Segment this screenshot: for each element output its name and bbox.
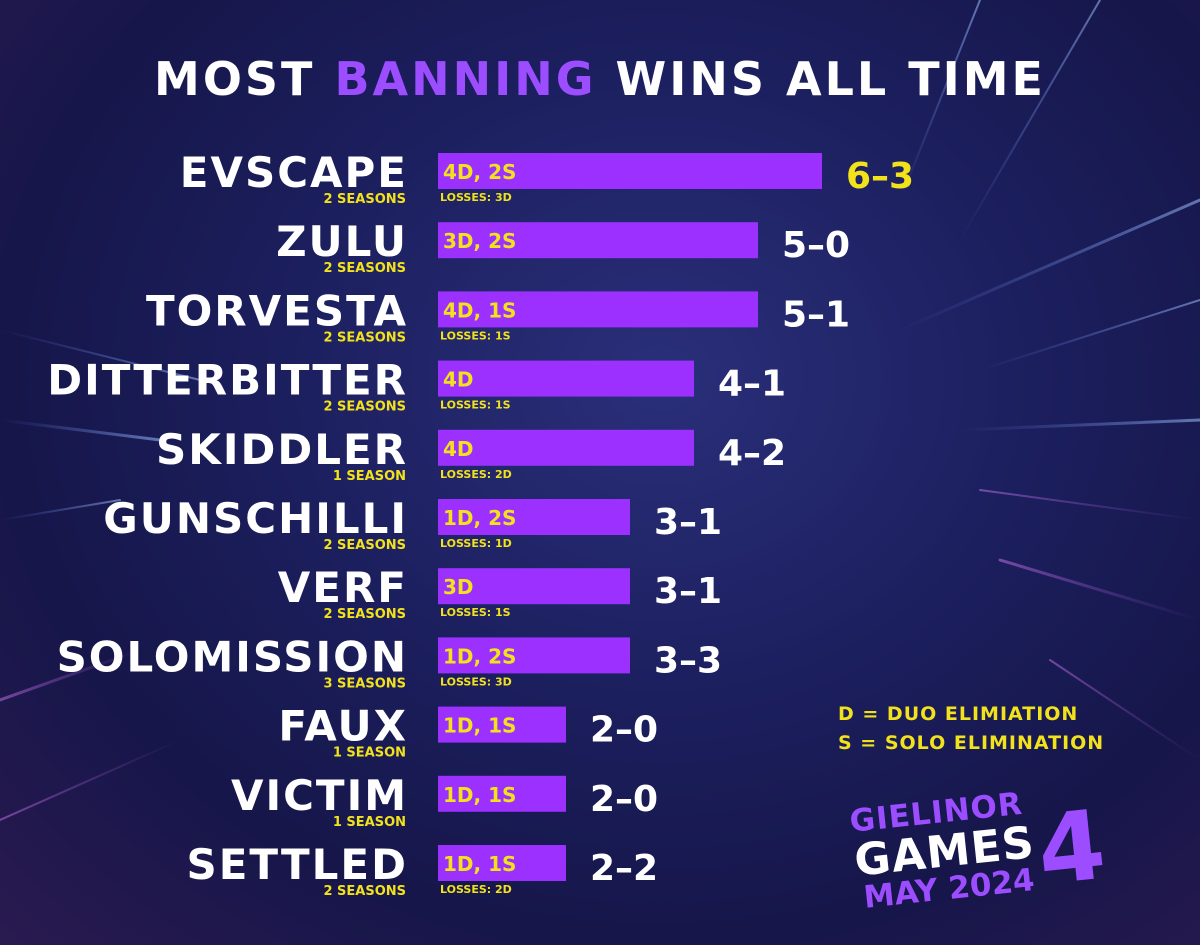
bar: [438, 637, 630, 674]
bar-label: 1D, 2S: [443, 506, 516, 530]
player-name: SETTLED: [186, 840, 408, 889]
losses-label: LOSSES: 1S: [440, 399, 511, 412]
bar: [438, 775, 566, 812]
record-label: 6–3: [846, 156, 914, 197]
record-label: 2–2: [590, 848, 658, 889]
record-label: 3–3: [654, 640, 722, 681]
seasons-label: 1 SEASON: [333, 746, 406, 761]
bar: [438, 845, 566, 881]
seasons-label: 2 SEASONS: [323, 330, 406, 345]
bar: [438, 499, 630, 535]
record-label: 4–2: [718, 433, 786, 474]
player-name: ZULU: [276, 217, 408, 266]
gielinor-games-logo: 4 GIELINOR GAMES MAY 2024: [842, 786, 1112, 923]
losses-label: LOSSES: 3D: [440, 191, 512, 204]
bar: [438, 706, 566, 743]
seasons-label: 2 SEASONS: [323, 607, 406, 622]
losses-label: LOSSES: 1S: [440, 606, 511, 619]
losses-label: LOSSES: 2D: [440, 468, 512, 481]
record-label: 3–1: [654, 502, 722, 543]
player-name: VERF: [278, 563, 408, 612]
record-label: 5–1: [782, 294, 850, 335]
logo-number: 4: [1032, 788, 1111, 908]
player-name: SOLOMISSION: [57, 632, 408, 681]
bar: [438, 360, 694, 397]
bar: [438, 153, 822, 189]
record-label: 4–1: [718, 364, 786, 405]
chart-title: MOST BANNING WINS ALL TIME: [0, 52, 1200, 106]
bar: [438, 222, 758, 259]
seasons-label: 2 SEASONS: [323, 884, 406, 899]
losses-label: LOSSES: 1S: [440, 329, 511, 342]
record-label: 3–1: [654, 571, 722, 612]
player-name: TORVESTA: [146, 286, 408, 335]
seasons-label: 3 SEASONS: [323, 676, 406, 691]
bar-label: 1D, 1S: [443, 783, 516, 807]
seasons-label: 2 SEASONS: [323, 261, 406, 276]
player-name: GUNSCHILLI: [103, 494, 408, 543]
bar: [438, 291, 758, 328]
seasons-label: 2 SEASONS: [323, 192, 406, 207]
seasons-label: 2 SEASONS: [323, 538, 406, 553]
bar-label: 4D: [443, 437, 474, 461]
bar-label: 4D: [443, 368, 474, 392]
bar-label: 3D, 2S: [443, 229, 516, 253]
legend: D = DUO ELIMIATION S = SOLO ELIMINATION: [838, 700, 1104, 758]
bar-label: 1D, 2S: [443, 644, 516, 668]
bar-label: 1D, 1S: [443, 852, 516, 876]
losses-label: LOSSES: 2D: [440, 883, 512, 896]
title-part2: WINS ALL TIME: [596, 52, 1046, 106]
seasons-label: 1 SEASON: [333, 815, 406, 830]
bar-label: 4D, 2S: [443, 160, 516, 184]
player-name: SKIDDLER: [156, 425, 408, 474]
losses-label: LOSSES: 3D: [440, 675, 512, 688]
player-name: VICTIM: [231, 771, 408, 820]
seasons-label: 1 SEASON: [333, 469, 406, 484]
title-part1: MOST: [154, 52, 335, 106]
title-accent: BANNING: [334, 52, 597, 106]
bar: [438, 568, 630, 605]
losses-label: LOSSES: 1D: [440, 537, 512, 550]
bar-label: 3D: [443, 575, 474, 599]
player-name: EVSCAPE: [180, 148, 408, 197]
player-name: DITTERBITTER: [47, 356, 408, 405]
seasons-label: 2 SEASONS: [323, 400, 406, 415]
record-label: 2–0: [590, 779, 658, 820]
bar-label: 1D, 1S: [443, 714, 516, 738]
bar: [438, 429, 694, 466]
legend-duo: D = DUO ELIMIATION: [838, 703, 1079, 725]
legend-solo: S = SOLO ELIMINATION: [838, 732, 1105, 754]
record-label: 2–0: [590, 710, 658, 751]
record-label: 5–0: [782, 225, 850, 266]
player-name: FAUX: [278, 702, 408, 751]
bar-label: 4D, 1S: [443, 298, 516, 322]
